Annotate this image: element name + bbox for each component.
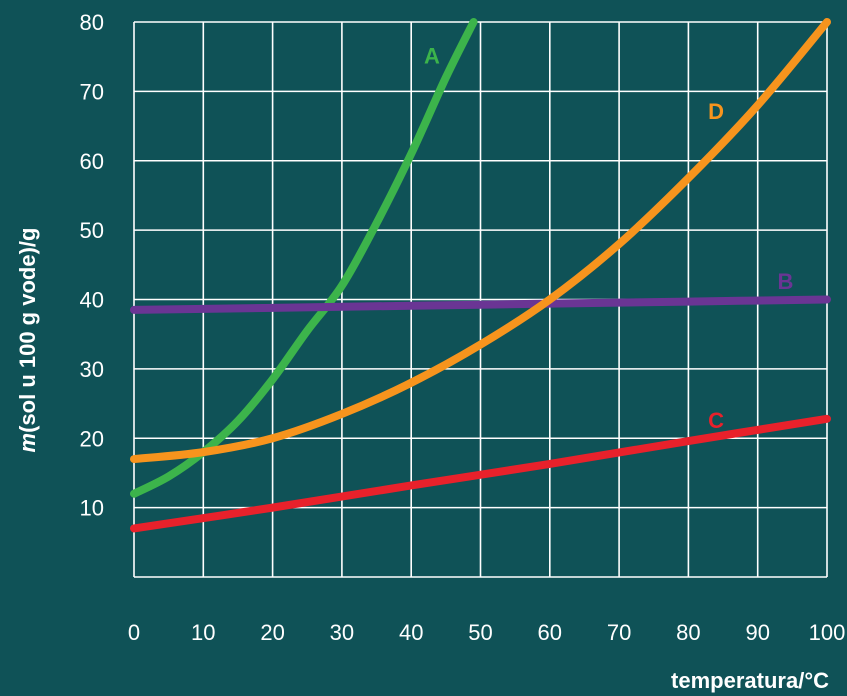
x-tick-label: 70 bbox=[607, 620, 631, 645]
x-tick-label: 90 bbox=[745, 620, 769, 645]
x-tick-label: 0 bbox=[128, 620, 140, 645]
x-tick-label: 60 bbox=[538, 620, 562, 645]
y-tick-label: 10 bbox=[80, 496, 104, 521]
series-labels: A B C D bbox=[424, 44, 793, 433]
series-label-d: D bbox=[708, 99, 724, 124]
series-line-b bbox=[130, 295, 831, 314]
y-tick-label: 40 bbox=[80, 288, 104, 313]
series-line-c bbox=[130, 414, 831, 533]
y-tick-label: 80 bbox=[80, 10, 104, 35]
x-tick-label: 50 bbox=[468, 620, 492, 645]
y-tick-label: 30 bbox=[80, 357, 104, 382]
x-tick-label: 30 bbox=[330, 620, 354, 645]
x-axis-ticks: 0 10 20 30 40 50 60 70 80 90 100 bbox=[128, 620, 845, 645]
series-label-a: A bbox=[424, 44, 440, 69]
y-axis-title-symbol: m bbox=[15, 433, 40, 453]
y-tick-label: 50 bbox=[80, 218, 104, 243]
y-axis-title-text: (sol u 100 g vode)/g bbox=[15, 228, 40, 433]
y-axis-ticks: 10 20 30 40 50 60 70 80 bbox=[80, 10, 104, 521]
x-tick-label: 40 bbox=[399, 620, 423, 645]
series-line-d bbox=[130, 18, 831, 464]
series-lines bbox=[130, 18, 831, 533]
x-tick-label: 10 bbox=[191, 620, 215, 645]
y-tick-label: 20 bbox=[80, 426, 104, 451]
y-tick-label: 60 bbox=[80, 149, 104, 174]
x-tick-label: 20 bbox=[260, 620, 284, 645]
x-tick-label: 80 bbox=[676, 620, 700, 645]
x-tick-label: 100 bbox=[809, 620, 846, 645]
series-line-a bbox=[130, 18, 478, 498]
y-axis-title: m(sol u 100 g vode)/g bbox=[15, 228, 40, 453]
series-label-c: C bbox=[708, 408, 724, 433]
series-label-b: B bbox=[777, 269, 793, 294]
x-axis-title: temperatura/°C bbox=[671, 668, 829, 693]
y-tick-label: 70 bbox=[80, 79, 104, 104]
